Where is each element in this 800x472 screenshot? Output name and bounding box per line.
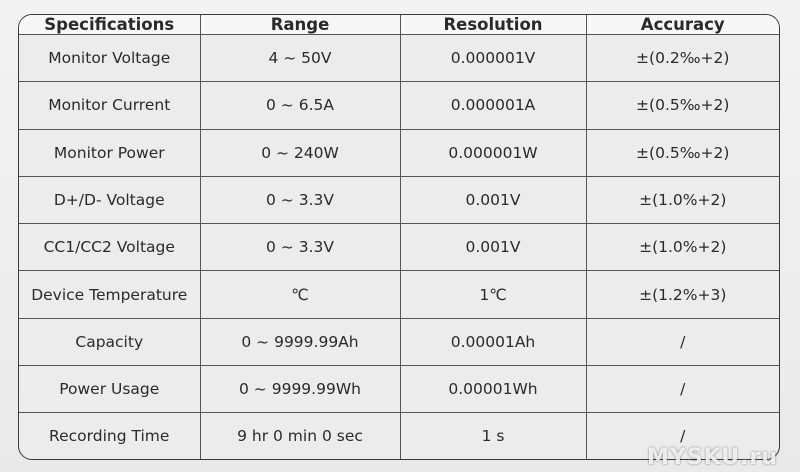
header-cell: Accuracy: [586, 15, 779, 35]
spec-table-frame: Specifications Range Resolution Accuracy Mo…: [18, 14, 780, 460]
table-cell: 0 ~ 240W: [200, 129, 401, 177]
table-cell: Monitor Power: [19, 129, 201, 177]
table-cell: 0.001V: [400, 223, 587, 272]
table-cell: ℃: [200, 270, 401, 319]
table-cell: Monitor Current: [19, 81, 201, 130]
header-cell: Specifications: [19, 15, 201, 35]
table-cell: /: [586, 318, 779, 367]
table-cell: 0 ~ 6.5A: [200, 81, 401, 130]
table-row: Device Temperature ℃ 1℃ ±(1.2%+3): [19, 270, 779, 319]
table-row: Power Usage 0 ~ 9999.99Wh 0.00001Wh /: [19, 365, 779, 414]
table-cell: 0.001V: [400, 176, 587, 225]
spec-table: Specifications Range Resolution Accuracy Mo…: [19, 15, 779, 459]
table-cell: ±(1.2%+3): [586, 270, 779, 319]
table-cell: D+/D- Voltage: [19, 176, 201, 225]
table-cell: /: [680, 427, 686, 446]
table-cell: ±(0.5‰+2): [586, 129, 779, 177]
table-cell: 0.000001A: [400, 81, 587, 130]
table-cell: Power Usage: [19, 365, 201, 414]
table-cell: 0.00001Ah: [400, 318, 587, 367]
table-cell: 0 ~ 3.3V: [200, 176, 401, 225]
table-cell: Capacity: [19, 318, 201, 367]
table-cell: Monitor Voltage: [19, 34, 201, 83]
table-cell: Device Temperature: [19, 270, 201, 319]
table-cell: CC1/CC2 Voltage: [19, 223, 201, 272]
table-cell: 9 hr 0 min 0 sec: [200, 412, 401, 459]
table-cell: 1 s: [400, 412, 587, 459]
table-cell: 0.000001W: [400, 129, 587, 177]
table-cell: 0.000001V: [400, 34, 587, 83]
table-cell: /: [586, 365, 779, 414]
watermark: MYSKU.ru: [646, 445, 778, 470]
table-cell: 0.00001Wh: [400, 365, 587, 414]
table-cell: ±(0.2‰+2): [586, 34, 779, 83]
table-cell: 1℃: [400, 270, 587, 319]
table-cell: 0 ~ 9999.99Ah: [200, 318, 401, 367]
table-cell: Recording Time: [19, 412, 201, 459]
table-row: Monitor Current 0 ~ 6.5A 0.000001A ±(0.5‰+2…: [19, 81, 779, 130]
header-cell: Range: [200, 15, 401, 35]
table-cell: 0 ~ 3.3V: [200, 223, 401, 272]
table-cell: 4 ~ 50V: [200, 34, 401, 83]
table-row: Monitor Voltage 4 ~ 50V 0.000001V ±(0.2‰+2): [19, 34, 779, 83]
table-row: Monitor Power 0 ~ 240W 0.000001W ±(0.5‰+2): [19, 129, 779, 177]
table-row: Capacity 0 ~ 9999.99Ah 0.00001Ah /: [19, 318, 779, 367]
table-row: CC1/CC2 Voltage 0 ~ 3.3V 0.001V ±(1.0%+2): [19, 223, 779, 272]
table-cell: ±(0.5‰+2): [586, 81, 779, 130]
header-cell: Resolution: [400, 15, 587, 35]
table-cell: ±(1.0%+2): [586, 176, 779, 225]
table-row: D+/D- Voltage 0 ~ 3.3V 0.001V ±(1.0%+2): [19, 176, 779, 225]
header-row: Specifications Range Resolution Accuracy: [19, 15, 779, 35]
table-cell: ±(1.0%+2): [586, 223, 779, 272]
table-row: Recording Time 9 hr 0 min 0 sec 1 s /: [19, 412, 779, 459]
table-cell: 0 ~ 9999.99Wh: [200, 365, 401, 414]
